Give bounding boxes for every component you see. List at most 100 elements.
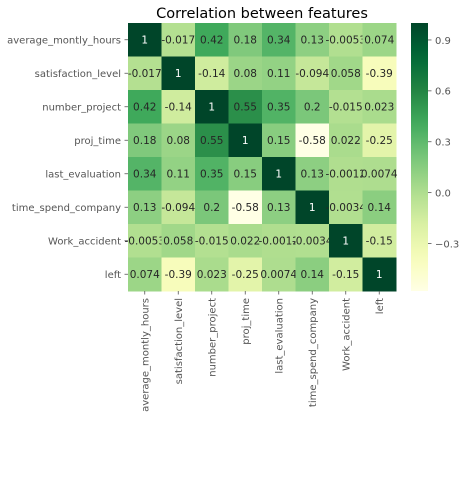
heatmap-cell bbox=[128, 123, 162, 158]
y-tick-label: number_project bbox=[42, 103, 121, 114]
cell-annotation: 0.13 bbox=[267, 202, 290, 214]
heatmap-cell bbox=[262, 123, 296, 158]
cell-annotation: -0.25 bbox=[232, 269, 259, 281]
heatmap-cell bbox=[295, 56, 330, 91]
colorbar-tick-label: 0.9 bbox=[435, 36, 451, 47]
heatmap-cell bbox=[262, 90, 296, 124]
cell-annotation: 0.0074 bbox=[361, 169, 398, 181]
cell-annotation: 0.42 bbox=[133, 102, 156, 114]
heatmap-cell bbox=[228, 123, 263, 158]
y-tick-label: left bbox=[105, 270, 121, 281]
x-tick-label: satisfaction_level bbox=[174, 298, 185, 384]
cell-annotation: 0.15 bbox=[234, 169, 257, 181]
cell-annotation: -0.14 bbox=[198, 68, 225, 80]
heatmap-cell bbox=[161, 190, 196, 225]
cell-annotation: -0.0012 bbox=[325, 169, 366, 181]
cell-annotation: 0.2 bbox=[304, 102, 321, 114]
cell-annotation: 1 bbox=[275, 169, 282, 181]
colorbar-tick-label: 0.6 bbox=[435, 87, 451, 98]
x-tick-label: last_evaluation bbox=[274, 298, 285, 374]
cell-annotation: 1 bbox=[376, 269, 383, 281]
heatmap-cell bbox=[295, 23, 330, 57]
cell-annotation: 1 bbox=[242, 135, 249, 147]
cell-annotation: -0.58 bbox=[232, 202, 259, 214]
cell-annotation: 0.022 bbox=[230, 236, 260, 248]
heatmap-cell bbox=[295, 123, 330, 158]
cell-annotation: -0.094 bbox=[161, 202, 195, 214]
heatmap-cell bbox=[362, 90, 397, 124]
cell-annotation: -0.0012 bbox=[258, 236, 299, 248]
cell-annotation: 0.074 bbox=[130, 269, 160, 281]
y-tick-label: time_spend_company bbox=[12, 203, 121, 214]
cell-annotation: 0.0074 bbox=[260, 269, 297, 281]
heatmap-cell bbox=[161, 123, 196, 158]
heatmap-cell bbox=[295, 157, 330, 191]
heatmap-cell bbox=[362, 23, 397, 57]
cell-annotation: 1 bbox=[342, 236, 349, 248]
heatmap-cell bbox=[195, 56, 229, 91]
heatmap-cell bbox=[295, 257, 330, 292]
heatmap-cell bbox=[362, 224, 397, 258]
heatmap-cell bbox=[228, 157, 263, 191]
cell-annotation: 0.55 bbox=[234, 102, 257, 114]
cell-annotation: -0.015 bbox=[329, 102, 363, 114]
heatmap-cell bbox=[161, 157, 196, 191]
heatmap-cell bbox=[262, 56, 296, 91]
heatmap-cell bbox=[228, 90, 263, 124]
heatmap-cell bbox=[329, 224, 363, 258]
cell-annotation: 0.35 bbox=[200, 169, 223, 181]
cell-annotation: -0.0053 bbox=[325, 35, 366, 47]
cell-annotation: 0.058 bbox=[163, 236, 193, 248]
heatmap-cell bbox=[195, 90, 229, 124]
heatmap-cell bbox=[128, 56, 162, 91]
cell-annotation: 0.08 bbox=[167, 135, 190, 147]
heatmap-cell bbox=[262, 23, 296, 57]
cell-annotation: 0.14 bbox=[368, 202, 392, 214]
cell-annotation: 0.11 bbox=[167, 169, 190, 181]
heatmap-cell bbox=[228, 257, 263, 292]
cell-annotation: -0.15 bbox=[332, 269, 359, 281]
colorbar-tick-label: 0.3 bbox=[435, 138, 451, 149]
cell-annotation: 0.023 bbox=[197, 269, 227, 281]
heatmap-cell bbox=[362, 190, 397, 225]
heatmap-cell bbox=[329, 157, 363, 191]
heatmap-cell bbox=[329, 257, 363, 292]
cell-annotation: 0.18 bbox=[133, 135, 156, 147]
cell-annotation: -0.14 bbox=[165, 102, 192, 114]
heatmap-cell bbox=[228, 23, 263, 57]
cell-annotation: -0.39 bbox=[366, 68, 393, 80]
cell-annotation: 0.13 bbox=[133, 202, 156, 214]
heatmap-cell bbox=[329, 90, 363, 124]
cell-annotation: 0.14 bbox=[301, 269, 325, 281]
colorbar-tick-label: 0.0 bbox=[435, 188, 451, 199]
cell-annotation: -0.0034 bbox=[325, 202, 366, 214]
cell-annotation: -0.094 bbox=[295, 68, 329, 80]
heatmap-cell bbox=[128, 23, 162, 57]
heatmap-cell bbox=[228, 190, 263, 225]
cell-annotation: 0.023 bbox=[364, 102, 394, 114]
x-tick-label: proj_time bbox=[241, 298, 252, 345]
x-tick-label: number_project bbox=[207, 298, 218, 377]
cell-annotation: 1 bbox=[141, 35, 148, 47]
heatmap-cell bbox=[195, 123, 229, 158]
x-tick-label: Work_accident bbox=[341, 298, 352, 371]
cell-annotation: 0.55 bbox=[200, 135, 223, 147]
cell-annotation: -0.0053 bbox=[124, 236, 165, 248]
x-tick-label: average_montly_hours bbox=[140, 298, 151, 412]
heatmap-cell bbox=[329, 190, 363, 225]
x-tick-label: time_spend_company bbox=[308, 298, 319, 407]
heatmap-cell bbox=[362, 56, 397, 91]
y-tick-label: proj_time bbox=[74, 136, 121, 147]
heatmap-cell bbox=[362, 123, 397, 158]
chart-title: Correlation between features bbox=[156, 6, 368, 22]
heatmap-cell bbox=[329, 123, 363, 158]
heatmap-cell bbox=[295, 224, 330, 258]
cell-annotation: 1 bbox=[175, 68, 182, 80]
cell-annotation: 0.34 bbox=[133, 169, 157, 181]
heatmap-cell bbox=[262, 257, 296, 292]
cell-annotation: 0.42 bbox=[200, 35, 223, 47]
heatmap-cell bbox=[195, 257, 229, 292]
heatmap-cell bbox=[329, 56, 363, 91]
heatmap-cell bbox=[262, 224, 296, 258]
